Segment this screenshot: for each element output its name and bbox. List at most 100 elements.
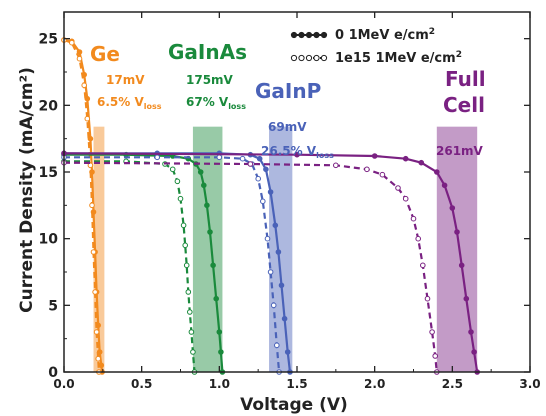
point-full-cell-irradiated — [432, 353, 439, 359]
legend-label-pristine: 0 1MeV e/cm2 — [335, 27, 435, 43]
point-gainas-irradiated — [183, 262, 190, 269]
subcell-labels: Ge 17mV 6.5% Vloss GaInAs 175mV 67% Vloss GaIn… — [90, 40, 486, 160]
curve-full-cell-pristine — [63, 152, 479, 373]
point-gainas-irradiated — [187, 309, 193, 315]
point-gainas-irradiated — [190, 349, 196, 355]
y-tick-label: 0 — [48, 365, 58, 381]
point-full-cell-pristine — [418, 159, 425, 166]
x-tick-label: 1.5 — [286, 377, 307, 391]
point-gainp-pristine — [263, 166, 269, 173]
point-ge-pristine — [76, 49, 83, 55]
subcell-name2-full: Cell — [443, 93, 485, 117]
subcell-name-full: Full — [445, 67, 486, 91]
point-gainas-pristine — [210, 262, 216, 269]
y-tick-label: 15 — [39, 165, 58, 181]
point-gainp-pristine — [256, 155, 263, 162]
point-full-cell-irradiated — [379, 171, 386, 178]
point-full-cell-irradiated — [415, 235, 422, 242]
voltage-loss-ge: 17mV — [106, 73, 145, 87]
point-full-cell-pristine — [471, 349, 477, 355]
point-gainp-pristine — [284, 349, 291, 355]
point-gainp-irradiated — [270, 302, 277, 309]
point-gainp-irradiated — [260, 198, 266, 205]
point-full-cell-pristine — [458, 262, 465, 269]
y-tick-label: 5 — [48, 298, 58, 314]
point-gainp-pristine — [281, 315, 288, 322]
point-gainas-irradiated — [177, 195, 184, 202]
point-ge-irradiated — [87, 162, 94, 169]
legend: 0 1MeV e/cm2 1e15 1MeV e/cm2 — [290, 27, 462, 66]
axis-ticks: 0.0 0.5 1.0 1.5 2.0 2.5 3.0 0 5 10 15 20 25 — [39, 12, 541, 391]
x-tick-label: 0.0 — [53, 377, 74, 391]
legend-item-irradiated: 1e15 1MeV e/cm2 — [290, 50, 462, 66]
point-full-cell-pristine — [468, 329, 474, 335]
point-gainas-irradiated — [182, 242, 188, 249]
point-ge-irradiated — [84, 115, 91, 122]
point-ge-irradiated — [95, 355, 101, 362]
point-full-cell-pristine — [454, 229, 460, 235]
curve-ge-irradiated — [63, 38, 100, 373]
x-tick-label: 1.0 — [209, 377, 230, 391]
point-ge-irradiated — [90, 249, 97, 255]
point-full-cell-irradiated — [429, 329, 435, 335]
point-full-cell-irradiated — [424, 295, 431, 302]
x-tick-label: 0.5 — [131, 377, 152, 391]
point-full-cell-irradiated — [420, 262, 426, 269]
point-ge-irradiated — [69, 39, 75, 46]
x-tick-label: 2.5 — [442, 377, 463, 391]
legend-dashed-marker — [290, 54, 328, 62]
point-full-cell-pristine — [463, 295, 470, 302]
legend-solid-marker — [290, 31, 328, 39]
point-full-cell-pristine — [294, 151, 300, 158]
point-full-cell-pristine — [434, 169, 440, 175]
point-gainp-irradiated — [154, 154, 160, 161]
point-full-cell-pristine — [441, 182, 448, 189]
legend-solid-dot — [320, 31, 328, 39]
point-gainas-irradiated — [180, 222, 187, 229]
point-gainas-irradiated — [169, 166, 176, 173]
point-gainas-pristine — [218, 349, 224, 355]
band-ge — [93, 126, 105, 373]
x-tick-label: 2.0 — [364, 377, 385, 391]
curve-gainp-irradiated — [64, 156, 281, 373]
curve-full-cell-irradiated — [63, 161, 438, 373]
point-gainp-irradiated — [274, 342, 280, 349]
voltage-loss-gainas: 175mV — [186, 73, 234, 87]
legend-dashed-dot — [298, 54, 305, 62]
curve-gainas-irradiated — [64, 160, 196, 373]
point-gainp-irradiated — [216, 154, 223, 161]
subcell-name-gainas: GaInAs — [168, 40, 247, 64]
band-gainp — [269, 126, 293, 373]
point-full-cell-pristine — [371, 153, 378, 159]
point-ge-irradiated — [81, 82, 87, 89]
point-gainas-pristine — [207, 229, 213, 235]
point-ge-irradiated — [89, 202, 95, 209]
point-full-cell-irradiated — [395, 185, 401, 191]
point-gainp-irradiated — [267, 269, 274, 275]
x-axis-label: Voltage (V) — [240, 395, 348, 415]
point-gainp-pristine — [275, 249, 282, 255]
point-full-cell-irradiated — [247, 161, 254, 167]
subcell-name-ge: Ge — [90, 42, 120, 66]
point-gainas-irradiated — [174, 178, 181, 185]
curve-ge-pristine — [63, 38, 104, 373]
legend-dashed-dot — [305, 54, 313, 62]
legend-solid-dot — [305, 31, 313, 39]
legend-solid-dot — [290, 31, 298, 39]
legend-dashed-dot — [320, 54, 328, 62]
legend-label-irradiated: 1e15 1MeV e/cm2 — [335, 50, 462, 66]
y-tick-label: 10 — [39, 232, 59, 248]
point-gainp-pristine — [267, 189, 274, 195]
vloss-percent-gainas: 67% Vloss — [186, 95, 246, 111]
point-gainp-irradiated — [239, 155, 246, 162]
subcell-name-gainp: GaInP — [255, 79, 321, 103]
point-gainp-pristine — [272, 222, 279, 229]
point-gainas-pristine — [201, 182, 207, 189]
point-full-cell-irradiated — [410, 215, 417, 222]
point-full-cell-irradiated — [402, 195, 409, 202]
point-gainas-irradiated — [188, 329, 195, 335]
point-gainas-pristine — [216, 329, 223, 335]
legend-dashed-dot — [290, 54, 298, 62]
point-gainas-irradiated — [185, 289, 192, 295]
